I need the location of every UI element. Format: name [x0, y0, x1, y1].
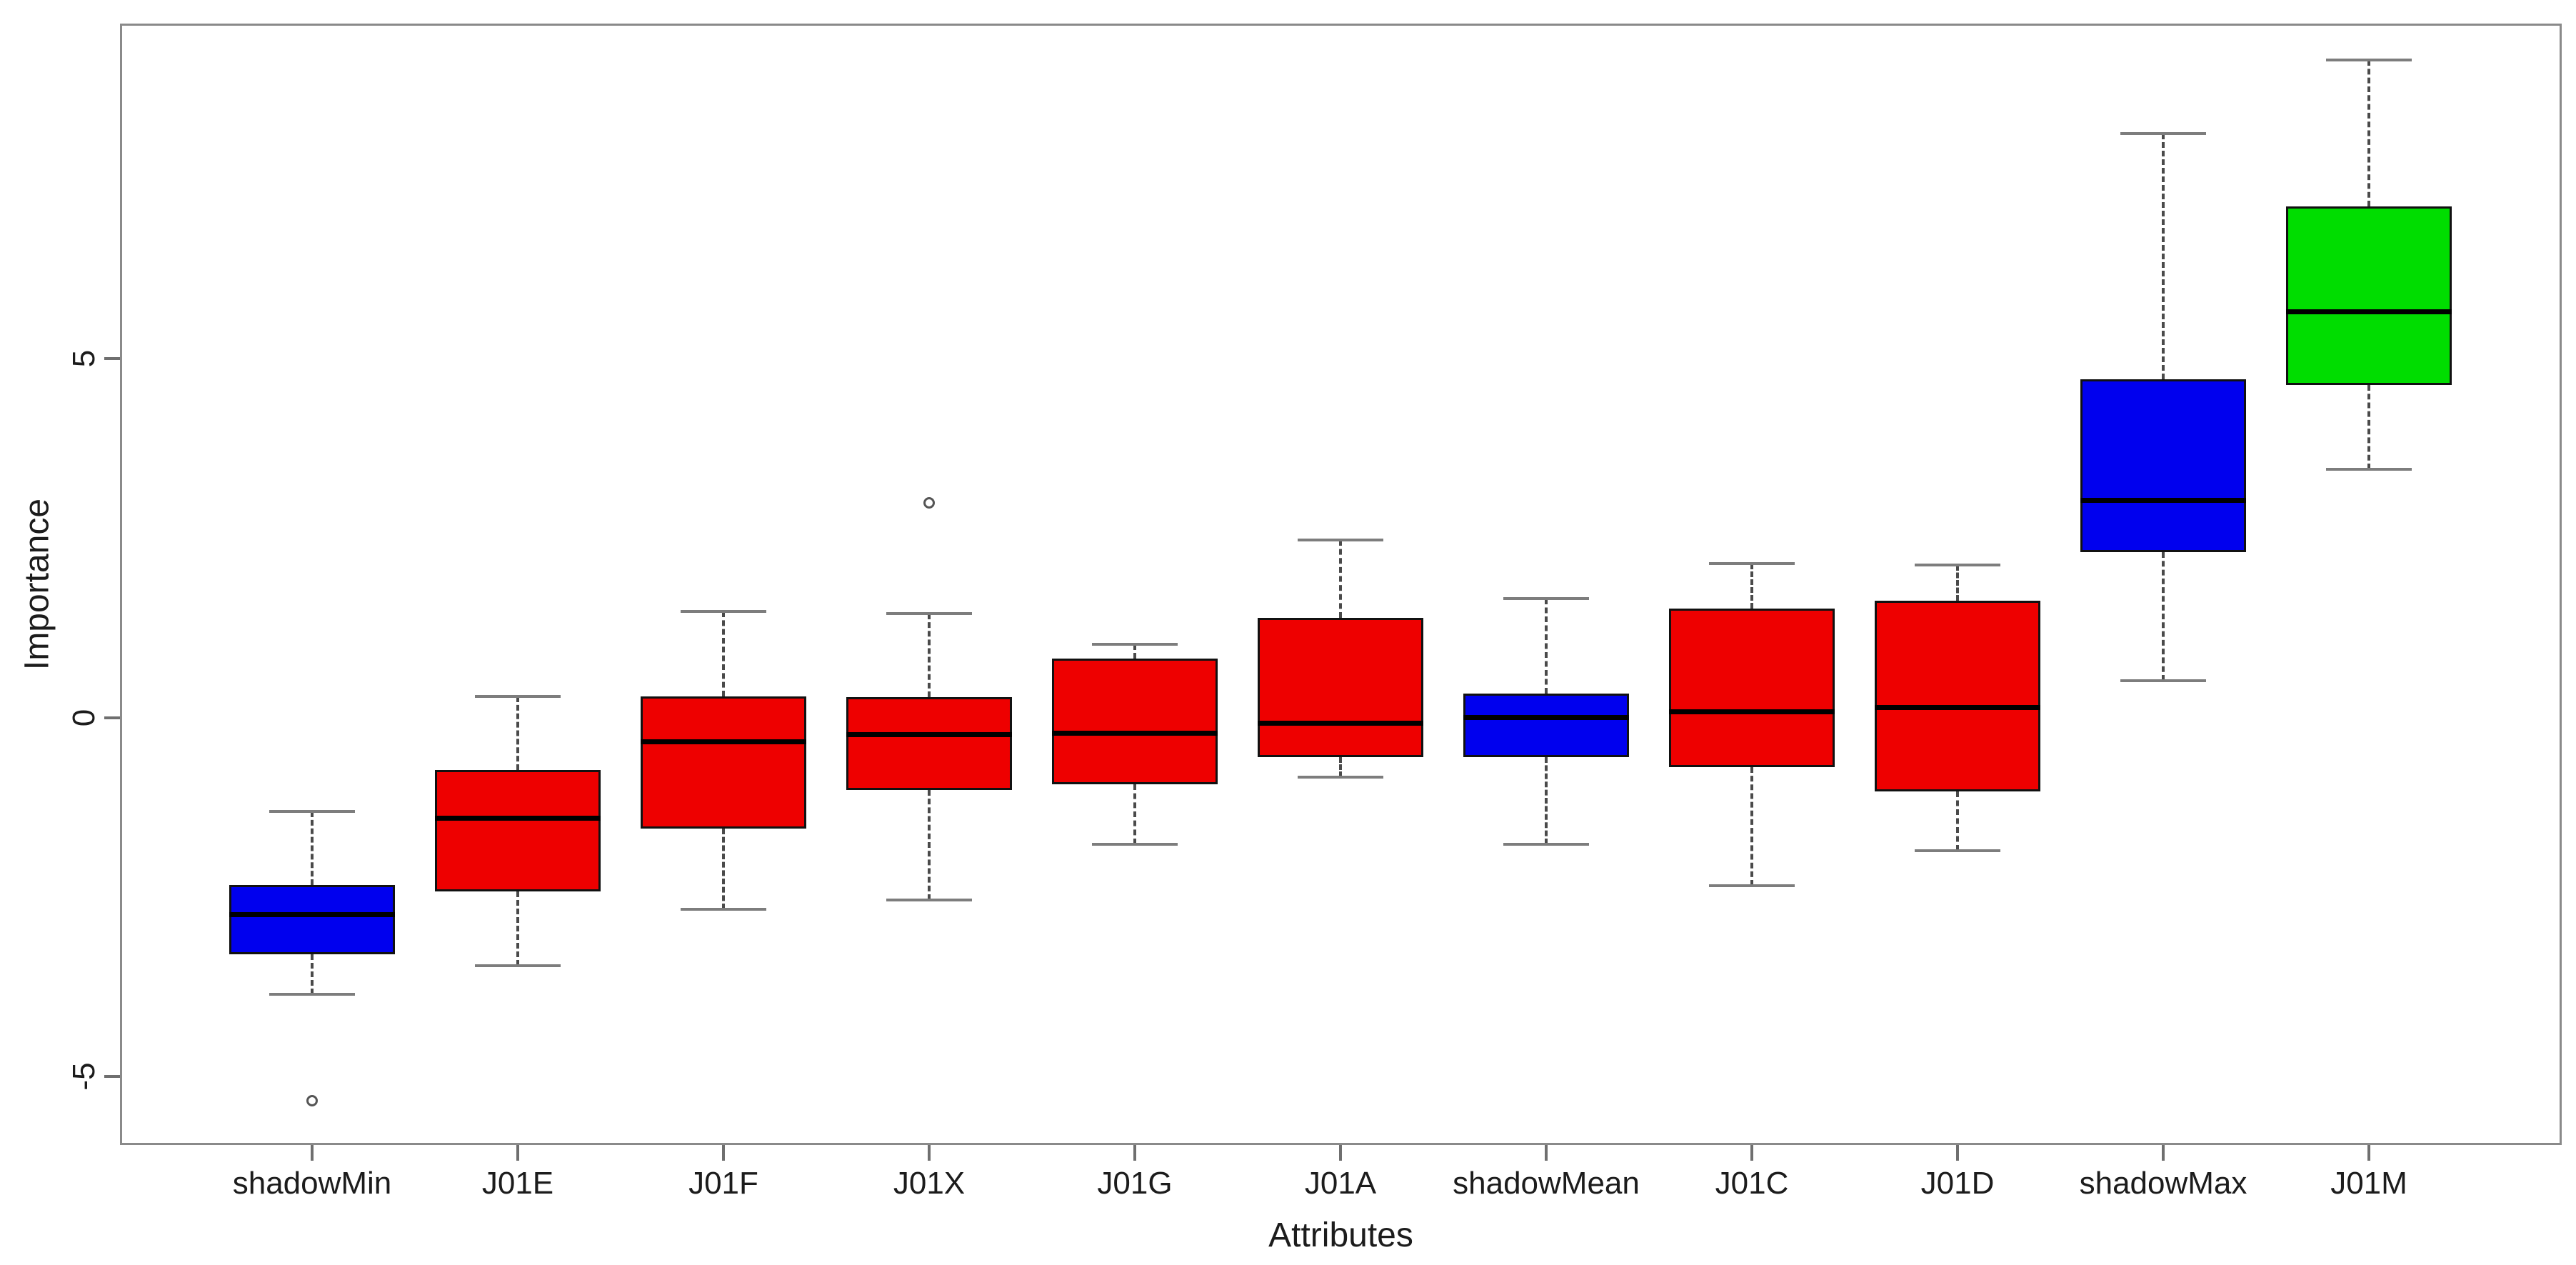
upper-whisker-cap [1298, 539, 1383, 542]
upper-whisker [2367, 60, 2370, 207]
x-tick-mark [311, 1145, 314, 1161]
y-tick-mark [104, 716, 120, 719]
x-tick-mark [722, 1145, 725, 1161]
lower-whisker [928, 790, 931, 901]
iqr-box [2286, 206, 2452, 385]
upper-whisker-cap [1915, 564, 2000, 567]
lower-whisker-cap [1709, 884, 1795, 887]
x-category-label-J01E: J01E [481, 1166, 554, 1201]
x-tick-mark [1750, 1145, 1753, 1161]
lower-whisker [722, 829, 725, 910]
iqr-box [1258, 617, 1423, 757]
upper-whisker [1545, 598, 1548, 694]
y-tick-mark [104, 1075, 120, 1079]
upper-whisker-cap [2326, 59, 2412, 62]
x-tick-mark [1545, 1145, 1548, 1161]
upper-whisker-cap [269, 810, 355, 814]
upper-whisker-cap [1092, 642, 1178, 646]
lower-whisker [1133, 784, 1136, 844]
x-category-label-shadowMin: shadowMin [232, 1166, 392, 1201]
lower-whisker-cap [1503, 842, 1589, 846]
median-line [229, 911, 395, 917]
iqr-box [641, 696, 806, 829]
y-tick-label: 0 [66, 709, 101, 726]
upper-whisker-cap [681, 609, 766, 613]
x-tick-mark [1956, 1145, 1959, 1161]
x-category-label-J01D: J01D [1920, 1166, 1995, 1201]
median-line [1258, 721, 1423, 726]
x-tick-mark [2162, 1145, 2165, 1161]
upper-whisker [311, 811, 314, 885]
x-category-label-J01C: J01C [1715, 1166, 1789, 1201]
median-line [1463, 715, 1629, 721]
lower-whisker-cap [475, 964, 561, 967]
x-tick-mark [1339, 1145, 1342, 1161]
lower-whisker-cap [1092, 842, 1178, 846]
lower-whisker-cap [1915, 849, 2000, 852]
upper-whisker-cap [2120, 131, 2206, 135]
upper-whisker [1133, 644, 1136, 659]
x-category-label-shadowMean: shadowMean [1453, 1166, 1640, 1201]
lower-whisker [516, 891, 519, 966]
y-tick-label: 5 [66, 349, 101, 367]
lower-whisker [2162, 552, 2165, 681]
lower-whisker-cap [886, 899, 972, 902]
x-tick-mark [516, 1145, 519, 1161]
upper-whisker-cap [886, 611, 972, 615]
lower-whisker-cap [1298, 776, 1383, 779]
median-line [1669, 709, 1835, 715]
x-tick-mark [928, 1145, 931, 1161]
median-line [435, 815, 601, 821]
iqr-box [1463, 694, 1629, 757]
iqr-box [1875, 600, 2040, 792]
lower-whisker [1545, 756, 1548, 844]
lower-whisker-cap [269, 992, 355, 996]
x-category-label-J01G: J01G [1097, 1166, 1173, 1201]
median-line [1052, 731, 1218, 736]
median-line [641, 739, 806, 745]
lower-whisker-cap [681, 908, 766, 911]
upper-whisker [516, 696, 519, 770]
median-line [2080, 498, 2246, 504]
iqr-box [1669, 608, 1835, 767]
outlier-point [306, 1094, 318, 1106]
x-tick-mark [1133, 1145, 1136, 1161]
upper-whisker [2162, 133, 2165, 379]
y-tick-mark [104, 356, 120, 360]
iqr-box [229, 884, 395, 955]
upper-whisker [1956, 565, 1959, 601]
x-category-label-J01F: J01F [688, 1166, 758, 1201]
lower-whisker [1750, 766, 1753, 886]
x-axis-title: Attributes [1268, 1216, 1413, 1254]
x-category-label-J01X: J01X [893, 1166, 966, 1201]
x-category-label-J01A: J01A [1304, 1166, 1377, 1201]
iqr-box [435, 769, 601, 891]
x-category-label-shadowMax: shadowMax [2079, 1166, 2247, 1201]
lower-whisker [1956, 791, 1959, 851]
x-category-label-J01M: J01M [2330, 1166, 2407, 1201]
upper-whisker [722, 611, 725, 697]
iqr-box [2080, 379, 2246, 553]
upper-whisker [1339, 540, 1342, 618]
lower-whisker-cap [2120, 679, 2206, 683]
median-line [846, 732, 1012, 738]
lower-whisker [2367, 384, 2370, 469]
iqr-box [846, 697, 1012, 791]
x-tick-mark [2367, 1145, 2370, 1161]
median-line [2286, 309, 2452, 314]
outlier-point [923, 496, 935, 509]
upper-whisker-cap [1709, 562, 1795, 566]
upper-whisker [928, 613, 931, 698]
y-axis-title: Importance [18, 498, 56, 671]
upper-whisker-cap [475, 695, 561, 699]
y-tick-label: -5 [66, 1062, 101, 1091]
median-line [1875, 704, 2040, 710]
upper-whisker [1750, 564, 1753, 609]
lower-whisker [311, 954, 314, 994]
upper-whisker-cap [1503, 596, 1589, 600]
lower-whisker [1339, 756, 1342, 778]
iqr-box [1052, 659, 1218, 785]
lower-whisker-cap [2326, 467, 2412, 471]
